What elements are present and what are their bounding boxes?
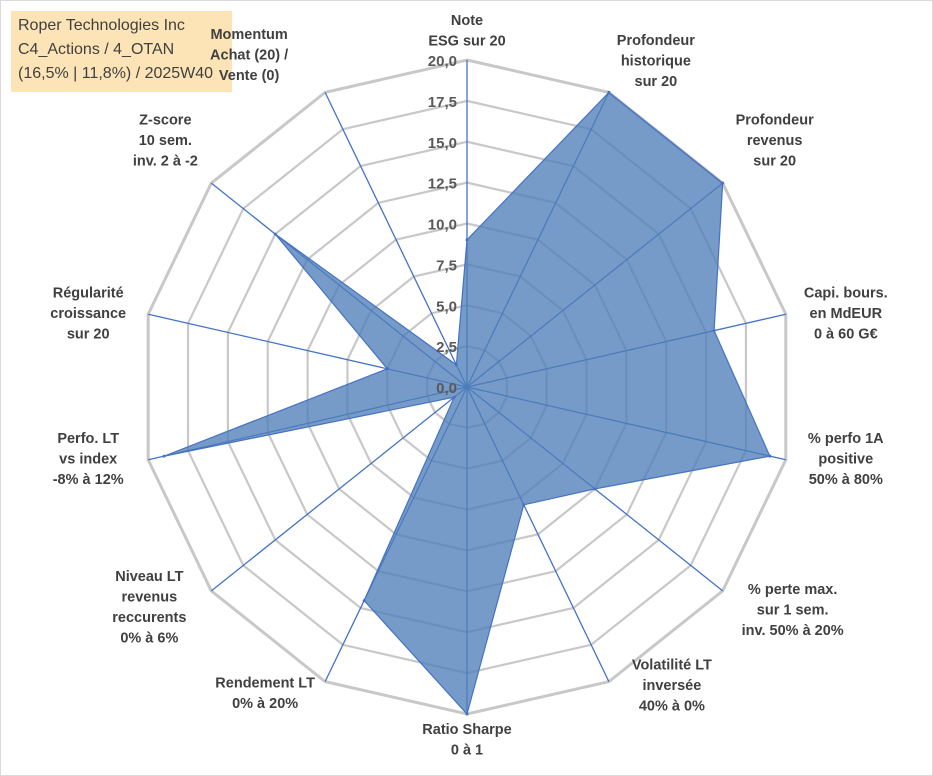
axis-label-line: Profondeur [736, 113, 814, 129]
axis-label-line: 0% à 6% [120, 630, 178, 646]
axis-label-line: historique [621, 53, 691, 69]
axis-label-line: Capi. bours. [804, 285, 888, 301]
axis-label-line: revenus [122, 589, 178, 605]
axis-label-line: Rendement LT [215, 676, 315, 692]
axis-label-line: 0 à 1 [451, 743, 483, 759]
data-point [465, 238, 469, 242]
data-point [162, 454, 166, 458]
axis-label-line: en MdEUR [810, 306, 883, 322]
axis-label: Rendement LT 0% à 20% [215, 676, 315, 713]
axis-label-line: inv. 50% à 20% [742, 623, 844, 639]
radar-tick-labels: 0,0 2,5 5,0 7,5 10,0 12,5 15,0 17,5 20,0 [428, 53, 457, 397]
data-point [768, 454, 772, 458]
axis-label-line: croissance [50, 306, 126, 322]
axis-label-line: sur 1 sem. [757, 602, 829, 618]
axis-label-line: Régularité [53, 285, 124, 301]
axis-label-line: 0 à 60 G€ [814, 326, 878, 342]
axis-label: Z-score 10 sem. inv. 2 à -2 [133, 113, 198, 170]
data-point [712, 329, 716, 333]
axis-label-line: reccurents [112, 610, 186, 626]
title-period: (16,5% | 11,8%) / 2025W40 [18, 65, 214, 82]
axis-label-line: % perfo 1A [808, 431, 884, 447]
data-point [607, 90, 611, 94]
axis-label-line: Z-score [139, 113, 191, 129]
axis-label-line: sur 20 [635, 74, 678, 90]
data-point [465, 712, 469, 716]
title-category: C4_Actions / 4_OTAN [18, 41, 175, 58]
axis-label-line: ESG sur 20 [428, 34, 505, 50]
axis-label-line: sur 20 [67, 326, 110, 342]
axis-label-line: Niveau LT [115, 569, 183, 585]
tick-label: 7,5 [436, 257, 457, 274]
axis-label-line: Note [451, 13, 483, 29]
data-point [593, 487, 597, 491]
radar-axis-labels: Note ESG sur 20 Profondeur historique sur 20… [50, 13, 887, 759]
chart-title-box: Roper Technologies Inc C4_Actions / 4_OT… [11, 11, 232, 92]
data-point [452, 395, 456, 399]
tick-label: 2,5 [436, 339, 457, 356]
axis-label-line: vs index [59, 452, 117, 468]
axis-label-line: 0% à 20% [232, 696, 298, 712]
axis-label: Régularité croissance sur 20 [50, 285, 126, 342]
axis-label-line: % perte max. [748, 582, 837, 598]
data-point [522, 503, 526, 507]
axis-label: Note ESG sur 20 [428, 13, 505, 50]
axis-label-line: inv. 2 à -2 [133, 154, 198, 170]
axis-label-line: revenus [747, 133, 803, 149]
tick-label: 10,0 [428, 217, 457, 234]
tick-label: 5,0 [436, 298, 457, 315]
axis-label-line: Perfo. LT [57, 431, 119, 447]
axis-spoke [210, 386, 468, 592]
axis-label: % perte max. sur 1 sem. inv. 50% à 20% [742, 582, 844, 639]
axis-label: Capi. bours. en MdEUR 0 à 60 G€ [804, 285, 888, 342]
axis-label-line: Achat (20) / [210, 47, 288, 63]
axis-label-line: Volatilité LT [632, 658, 712, 674]
tick-label: 12,5 [428, 176, 457, 193]
axis-spoke [324, 92, 468, 388]
axis-label-line: 10 sem. [139, 133, 192, 149]
tick-label: 0,0 [436, 380, 457, 397]
data-point [721, 181, 725, 185]
data-point [273, 232, 277, 236]
data-point [454, 363, 458, 367]
axis-label: Profondeur revenus sur 20 [736, 113, 814, 170]
axis-label: Volatilité LT inversée 40% à 0% [632, 658, 712, 715]
axis-label-line: Momentum [210, 27, 287, 43]
axis-label: % perfo 1A positive 50% à 80% [808, 431, 884, 488]
tick-label: 17,5 [428, 94, 457, 111]
axis-label-line: sur 20 [753, 154, 796, 170]
axis-label: Ratio Sharpe 0 à 1 [422, 722, 511, 759]
axis-label-line: -8% à 12% [53, 472, 124, 488]
axis-label-line: Vente (0) [219, 68, 280, 84]
axis-label: Perfo. LT vs index -8% à 12% [53, 431, 124, 488]
axis-label-line: 50% à 80% [809, 472, 883, 488]
axis-label-line: inversée [642, 678, 701, 694]
axis-label-line: Profondeur [617, 33, 695, 49]
axis-label: Profondeur historique sur 20 [617, 33, 695, 90]
axis-label-line: 40% à 0% [639, 699, 705, 715]
tick-label: 15,0 [428, 135, 457, 152]
axis-label-line: Ratio Sharpe [422, 722, 511, 738]
axis-label: Niveau LT revenus reccurents 0% à 6% [112, 569, 186, 647]
radar-series [162, 90, 772, 716]
tick-label: 20,0 [428, 53, 457, 70]
data-point [362, 599, 366, 603]
axis-label: Momentum Achat (20) / Vente (0) [210, 27, 288, 84]
axis-label-line: positive [818, 452, 873, 468]
data-point [385, 367, 389, 371]
title-company: Roper Technologies Inc [18, 17, 185, 34]
